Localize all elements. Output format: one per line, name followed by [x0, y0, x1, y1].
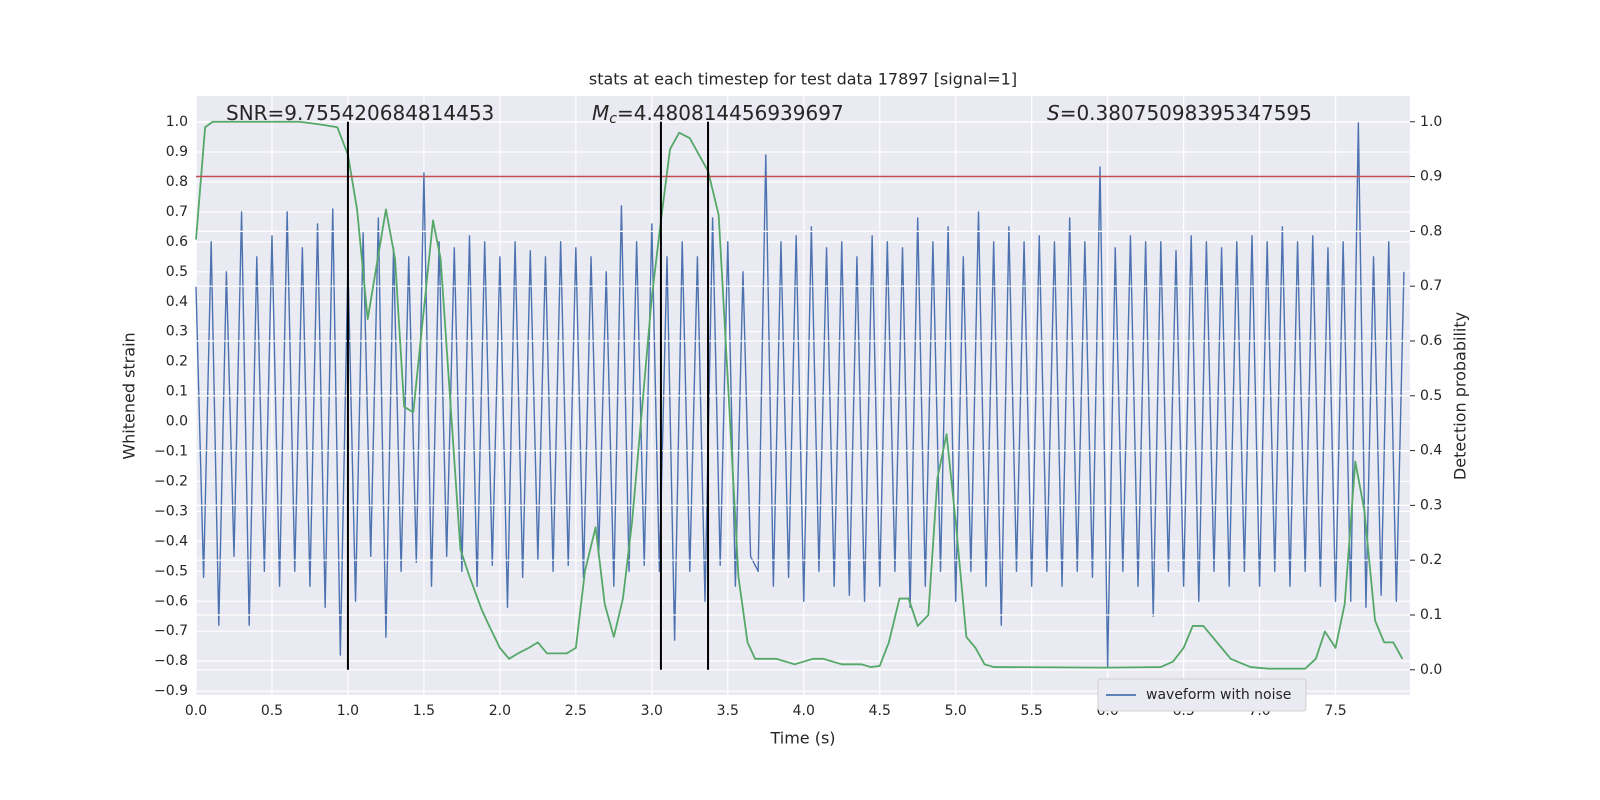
y2-tick-label: 0.8 [1420, 223, 1442, 239]
y-tick-label: −0.5 [154, 563, 188, 579]
legend-label: waveform with noise [1146, 687, 1291, 703]
y-tick-label: −0.3 [154, 503, 188, 519]
y2-tick-label: 0.9 [1420, 169, 1442, 185]
y-tick-label: 1.0 [166, 114, 188, 130]
x-tick-label: 1.5 [413, 703, 435, 719]
x-tick-label: 1.0 [337, 703, 359, 719]
annotation-subscript: c [609, 111, 617, 127]
y-tick-label: −0.8 [154, 653, 188, 669]
y-tick-label: 0.2 [166, 354, 188, 370]
y-tick-label: −0.9 [154, 683, 188, 699]
y2-tick-label: 0.2 [1420, 552, 1442, 568]
y-tick-label: 0.8 [166, 174, 188, 190]
y-tick-label: −0.7 [154, 623, 188, 639]
x-tick-label: 0.0 [185, 703, 207, 719]
annotation-symbol: M [592, 101, 609, 125]
x-tick-label: 0.5 [261, 703, 283, 719]
y-tick-label: 0.4 [166, 294, 188, 310]
annotation: SNR=9.755420684814453 [226, 101, 494, 125]
y-tick-label: 0.6 [166, 234, 188, 250]
y2-axis-label: Detection probability [1451, 312, 1470, 480]
annotation: Mc=4.480814456939697 [592, 101, 844, 128]
y2-tick-label: 0.0 [1420, 662, 1442, 678]
y-tick-label: −0.2 [154, 473, 188, 489]
annotation-symbol: S [1047, 101, 1060, 125]
y-tick-label: −0.4 [154, 533, 188, 549]
x-tick-label: 4.0 [793, 703, 815, 719]
annotation-text: =0.38075098395347595 [1060, 101, 1312, 125]
x-tick-label: 5.5 [1021, 703, 1043, 719]
x-tick-label: 2.0 [489, 703, 511, 719]
y2-tick-label: 0.5 [1420, 388, 1442, 404]
x-tick-label: 7.5 [1324, 703, 1346, 719]
y2-tick-label: 0.4 [1420, 443, 1442, 459]
y2-tick-label: 0.1 [1420, 607, 1442, 623]
y-tick-label: 0.5 [166, 264, 188, 280]
legend-box [1097, 678, 1307, 712]
annotation: S=0.38075098395347595 [1047, 101, 1312, 125]
y-axis-label: Whitened strain [120, 332, 139, 459]
y-tick-label: 0.9 [166, 144, 188, 160]
x-tick-label: 5.0 [945, 703, 967, 719]
y-tick-label: 0.3 [166, 324, 188, 340]
x-tick-label: 3.0 [641, 703, 663, 719]
x-tick-label: 2.5 [565, 703, 587, 719]
y-tick-label: −0.1 [154, 444, 188, 460]
y2-tick-label: 0.7 [1420, 278, 1442, 294]
y-tick-label: −0.6 [154, 593, 188, 609]
x-tick-label: 4.5 [869, 703, 891, 719]
chart-title: stats at each timestep for test data 178… [589, 70, 1017, 89]
probability-line [195, 120, 1404, 670]
y2-tick-label: 0.6 [1420, 333, 1442, 349]
x-axis-label: Time (s) [769, 729, 835, 748]
annotation-text: =4.480814456939697 [617, 101, 844, 125]
y-tick-label: 0.0 [166, 414, 188, 430]
y-tick-label: 0.7 [166, 204, 188, 220]
y2-tick-label: 1.0 [1420, 114, 1442, 130]
x-tick-label: 3.5 [717, 703, 739, 719]
waveform-line [195, 121, 1405, 668]
y-tick-label: 0.1 [166, 384, 188, 400]
annotation-text: SNR=9.755420684814453 [226, 101, 494, 125]
y2-tick-label: 0.3 [1420, 497, 1442, 513]
